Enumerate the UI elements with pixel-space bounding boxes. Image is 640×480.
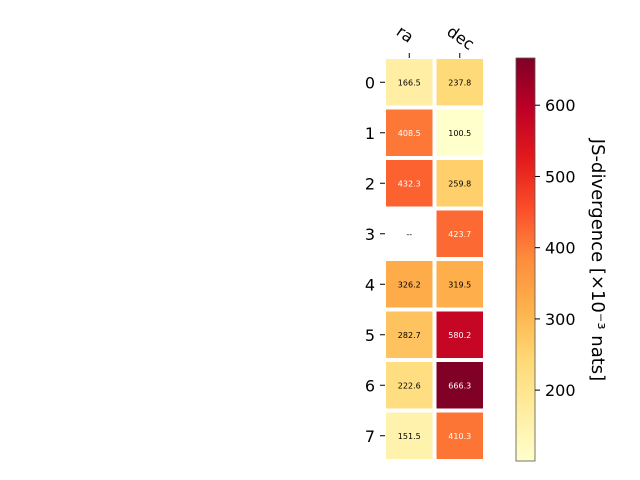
colorbar-tick-label: 500 [545, 167, 576, 186]
heatmap-cell [386, 362, 433, 409]
cell-value-label: 319.5 [448, 280, 471, 289]
colorbar-ticks: 200 300 400 500 600 [535, 96, 576, 400]
heatmap-cell [386, 160, 433, 207]
cell-value-label: 580.2 [448, 331, 471, 340]
row-label: 7 [365, 427, 375, 446]
cell-value-label: 282.7 [398, 331, 421, 340]
heatmap-cell [436, 109, 483, 156]
colorbar-tick-label: 400 [545, 239, 576, 258]
cell-value-label: 100.5 [448, 129, 471, 138]
colorbar-tick-label: 300 [545, 310, 576, 329]
cell-value-label: 166.5 [398, 78, 421, 87]
column-label: ra [393, 22, 417, 47]
row-labels: 0 1 2 3 4 5 6 7 [365, 73, 385, 446]
cell-value-label: 326.2 [398, 280, 421, 289]
row-label: 6 [365, 376, 375, 395]
heatmap-cells: 166.5 237.8 408.5 100.5 432.3 259.8 -- 423.7 326… [386, 59, 483, 459]
cell-value-label: 222.6 [398, 381, 421, 390]
cell-value-label: 151.5 [398, 432, 421, 441]
row-label: 0 [365, 73, 375, 92]
heatmap-cell [386, 261, 433, 308]
heatmap-cell [436, 362, 483, 409]
colorbar: 200 300 400 500 600 JS-divergence [×10⁻³ nat… [515, 57, 608, 462]
cell-value-label: 237.8 [448, 78, 471, 87]
cell-value-label: 259.8 [448, 179, 471, 188]
cell-value-label: 423.7 [448, 230, 471, 239]
heatmap-cell [386, 109, 433, 156]
colorbar-gradient [515, 57, 536, 462]
heatmap-cell [436, 210, 483, 257]
cell-value-label: 408.5 [398, 129, 421, 138]
column-label: dec [443, 22, 477, 54]
heatmap-cell [436, 160, 483, 207]
cell-value-label: 432.3 [398, 179, 421, 188]
row-label: 2 [365, 174, 375, 193]
heatmap-cell [386, 59, 433, 106]
cell-value-label: 666.3 [448, 381, 471, 390]
colorbar-tick-label: 600 [545, 96, 576, 115]
colorbar-label: JS-divergence [×10⁻³ nats] [587, 138, 608, 381]
colorbar-tick-label: 200 [545, 381, 576, 400]
row-label: 3 [365, 225, 375, 244]
row-label: 4 [365, 275, 375, 294]
heatmap-cell [436, 412, 483, 459]
row-label: 5 [365, 326, 375, 345]
heatmap-cell [436, 59, 483, 106]
cell-value-label: -- [406, 230, 412, 239]
heatmap-cell [436, 311, 483, 358]
heatmap-cell [386, 311, 433, 358]
heatmap-cell [436, 261, 483, 308]
cell-value-label: 410.3 [448, 432, 471, 441]
row-label: 1 [365, 124, 375, 143]
column-labels: ra dec [393, 22, 478, 58]
heatmap-cell [386, 412, 433, 459]
